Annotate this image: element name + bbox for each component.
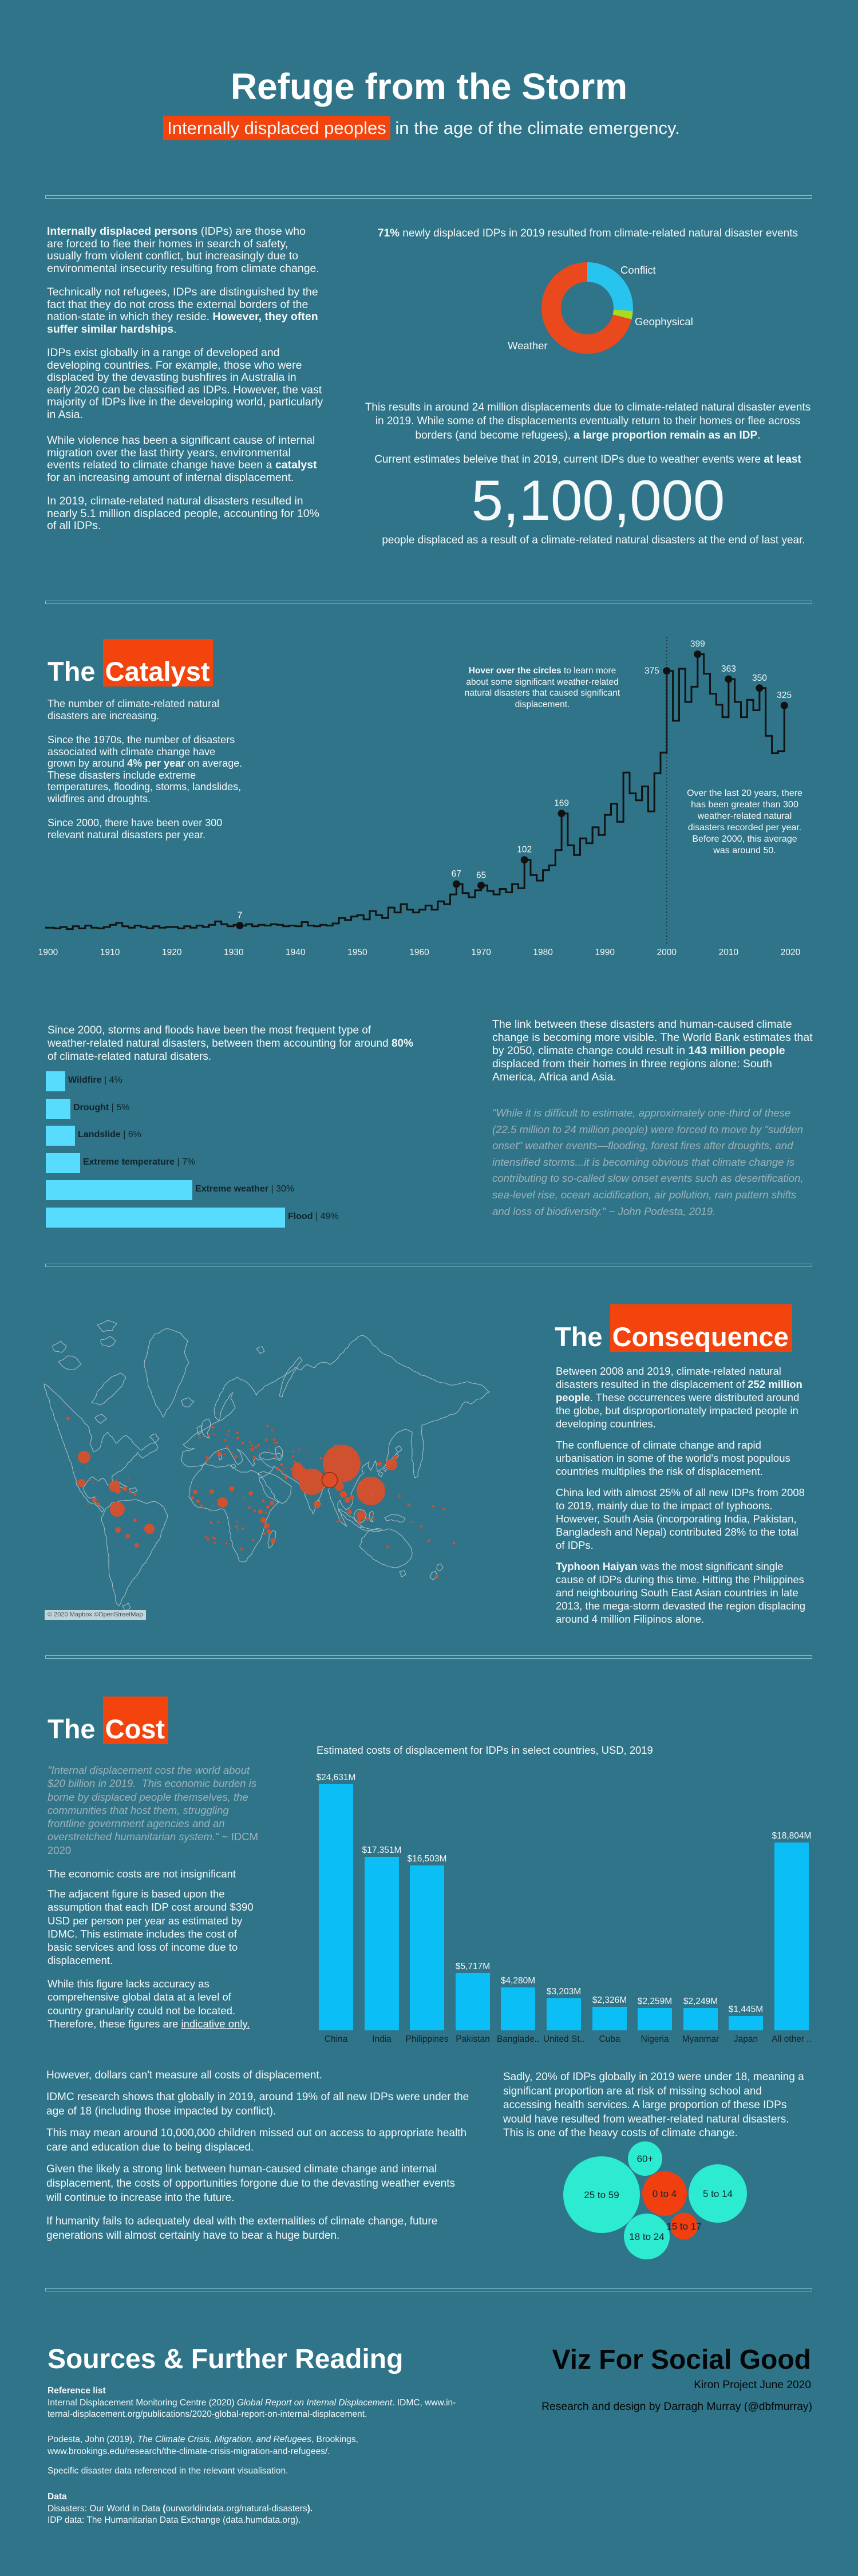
svg-text:$1,445M: $1,445M xyxy=(729,2005,763,2014)
svg-text:$5,717M: $5,717M xyxy=(456,1962,490,1971)
svg-text:169: 169 xyxy=(554,799,569,808)
svg-text:325: 325 xyxy=(777,691,792,700)
svg-text:$24,631M: $24,631M xyxy=(317,1773,356,1782)
svg-text:363: 363 xyxy=(721,664,736,674)
svg-text:1920: 1920 xyxy=(162,948,182,957)
svg-text:399: 399 xyxy=(690,640,705,649)
svg-text:1960: 1960 xyxy=(409,948,429,957)
svg-text:5 to 14: 5 to 14 xyxy=(703,2188,733,2199)
svg-text:$16,503M: $16,503M xyxy=(408,1854,447,1864)
svg-text:$2,326M: $2,326M xyxy=(592,1995,627,2005)
svg-text:2010: 2010 xyxy=(719,948,739,957)
svg-text:1900: 1900 xyxy=(38,948,58,957)
svg-text:Myanmar: Myanmar xyxy=(682,2034,719,2044)
svg-text:India: India xyxy=(372,2034,392,2044)
svg-text:China: China xyxy=(325,2034,348,2044)
svg-text:1910: 1910 xyxy=(100,948,120,957)
svg-text:15 to 17: 15 to 17 xyxy=(666,2221,701,2232)
svg-text:Geophysical: Geophysical xyxy=(635,315,693,328)
svg-text:Cuba: Cuba xyxy=(599,2034,620,2044)
svg-text:Weather: Weather xyxy=(508,340,548,352)
svg-text:60+: 60+ xyxy=(637,2153,654,2164)
svg-text:$18,804M: $18,804M xyxy=(772,1831,812,1841)
svg-text:Pakistan: Pakistan xyxy=(456,2034,489,2044)
svg-text:$17,351M: $17,351M xyxy=(362,1845,402,1855)
svg-text:18 to 24: 18 to 24 xyxy=(629,2231,664,2242)
svg-text:Nigeria: Nigeria xyxy=(640,2034,669,2044)
svg-text:$2,249M: $2,249M xyxy=(683,1997,718,2006)
svg-text:1980: 1980 xyxy=(533,948,553,957)
svg-text:Philippines: Philippines xyxy=(406,2034,449,2044)
svg-text:65: 65 xyxy=(476,870,486,880)
svg-text:0 to 4: 0 to 4 xyxy=(653,2188,677,2199)
svg-text:1950: 1950 xyxy=(347,948,367,957)
svg-text:102: 102 xyxy=(517,845,532,855)
svg-text:1970: 1970 xyxy=(471,948,491,957)
svg-text:2020: 2020 xyxy=(781,948,801,957)
svg-text:25 to 59: 25 to 59 xyxy=(584,2190,619,2200)
svg-text:2000: 2000 xyxy=(657,948,677,957)
svg-text:Conflict: Conflict xyxy=(620,264,656,276)
svg-text:350: 350 xyxy=(752,673,767,683)
svg-text:7: 7 xyxy=(238,911,243,921)
svg-text:$2,259M: $2,259M xyxy=(638,1997,672,2006)
svg-text:1990: 1990 xyxy=(595,948,615,957)
svg-text:$3,203M: $3,203M xyxy=(547,1987,581,1997)
svg-text:67: 67 xyxy=(452,869,461,879)
svg-text:All other ..: All other .. xyxy=(772,2034,812,2044)
svg-text:1940: 1940 xyxy=(286,948,306,957)
svg-text:United St..: United St.. xyxy=(543,2034,584,2044)
svg-text:$4,280M: $4,280M xyxy=(501,1976,535,1986)
svg-text:Japan: Japan xyxy=(734,2034,758,2044)
svg-text:375: 375 xyxy=(645,666,659,676)
svg-text:1930: 1930 xyxy=(224,948,244,957)
svg-text:Banglade..: Banglade.. xyxy=(497,2034,539,2044)
